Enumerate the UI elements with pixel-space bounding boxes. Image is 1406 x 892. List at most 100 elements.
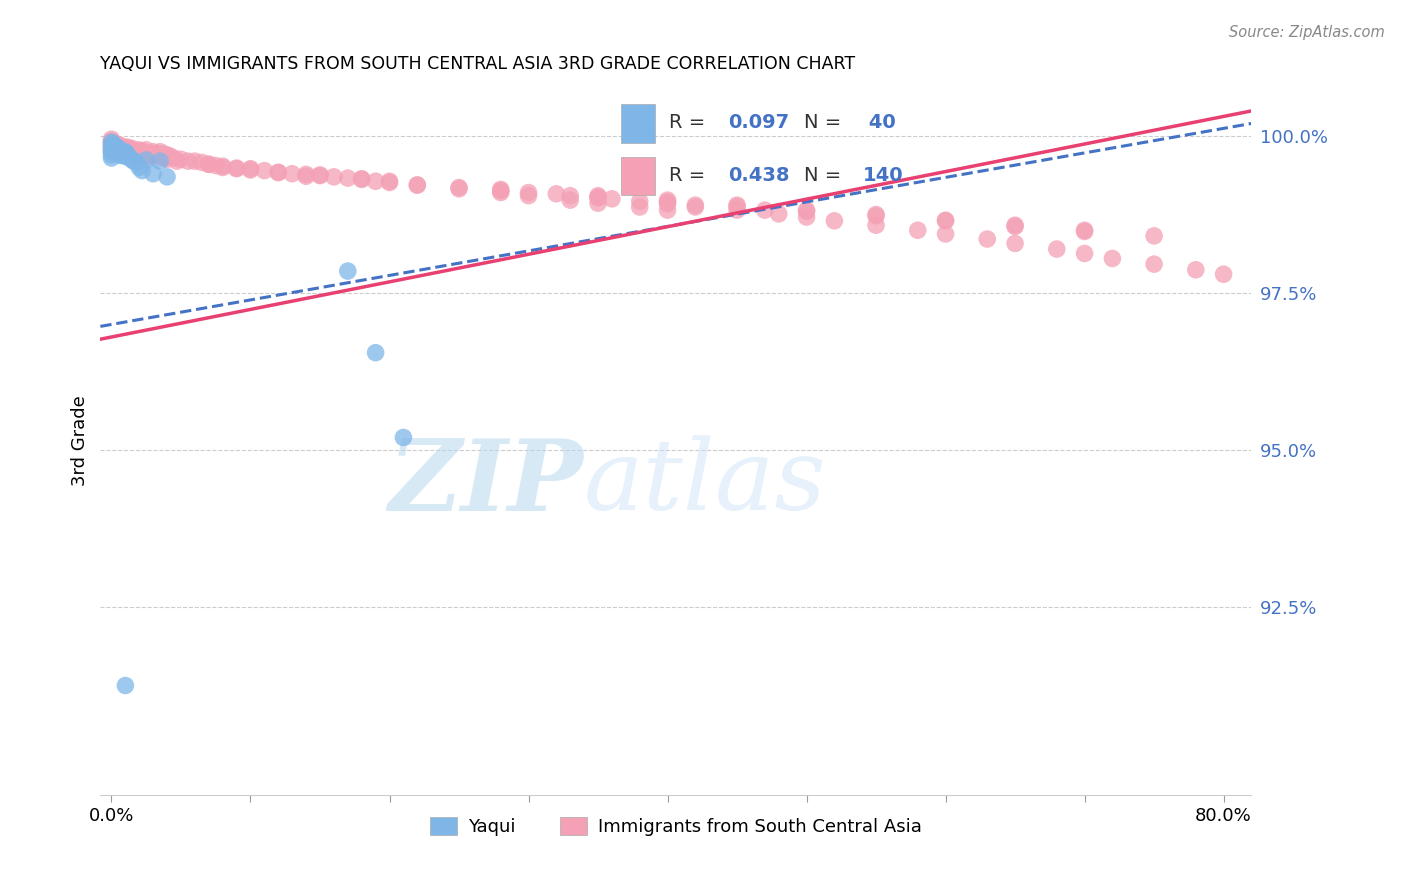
- Point: [350, 172, 373, 186]
- Point: [1004, 236, 1026, 251]
- Point: [114, 145, 136, 159]
- Y-axis label: 3rd Grade: 3rd Grade: [72, 395, 89, 486]
- Point: [1073, 223, 1095, 237]
- Point: [105, 139, 128, 153]
- Point: [107, 142, 129, 156]
- Point: [406, 178, 429, 192]
- Point: [586, 188, 609, 202]
- Point: [100, 151, 122, 165]
- Point: [197, 157, 219, 171]
- Point: [406, 178, 429, 192]
- Point: [152, 146, 174, 161]
- Point: [132, 148, 155, 162]
- Point: [118, 151, 141, 165]
- Point: [127, 148, 149, 162]
- Point: [796, 204, 818, 219]
- Point: [586, 191, 609, 205]
- Point: [100, 136, 122, 150]
- Point: [103, 138, 125, 153]
- Point: [267, 165, 290, 179]
- Point: [447, 182, 470, 196]
- Point: [1073, 225, 1095, 239]
- Point: [628, 200, 651, 214]
- Point: [378, 176, 401, 190]
- Point: [392, 430, 415, 444]
- Point: [159, 149, 181, 163]
- Point: [685, 198, 707, 212]
- Point: [135, 146, 157, 161]
- Point: [120, 145, 142, 159]
- Point: [103, 136, 125, 151]
- Point: [122, 144, 145, 158]
- Point: [517, 188, 540, 202]
- Point: [517, 186, 540, 200]
- Point: [100, 134, 122, 148]
- Point: [239, 161, 262, 176]
- Point: [657, 194, 679, 209]
- Point: [865, 208, 887, 222]
- Point: [725, 203, 748, 218]
- Point: [336, 264, 359, 278]
- Point: [295, 167, 318, 181]
- Point: [865, 218, 887, 232]
- Point: [125, 155, 148, 169]
- Point: [118, 143, 141, 157]
- Point: [489, 186, 512, 200]
- Point: [101, 140, 124, 154]
- Point: [1004, 219, 1026, 234]
- Point: [139, 149, 162, 163]
- Point: [100, 142, 122, 156]
- Point: [142, 145, 165, 159]
- Point: [184, 154, 207, 169]
- Point: [104, 142, 127, 156]
- Point: [100, 132, 122, 146]
- Point: [104, 137, 127, 152]
- Point: [197, 157, 219, 171]
- Point: [100, 145, 122, 159]
- Point: [796, 203, 818, 218]
- Point: [657, 193, 679, 207]
- Point: [796, 210, 818, 224]
- Point: [114, 679, 136, 693]
- Point: [267, 165, 290, 179]
- Point: [177, 154, 200, 169]
- Point: [124, 146, 146, 161]
- Point: [546, 186, 568, 201]
- Point: [105, 145, 128, 159]
- Point: [117, 149, 139, 163]
- Point: [378, 174, 401, 188]
- Point: [101, 136, 124, 151]
- Point: [1184, 262, 1206, 277]
- Point: [153, 151, 176, 165]
- Point: [364, 345, 387, 359]
- Point: [489, 184, 512, 198]
- Point: [768, 207, 790, 221]
- Point: [149, 154, 172, 169]
- Point: [142, 167, 165, 181]
- Point: [131, 163, 153, 178]
- Point: [107, 146, 129, 161]
- Point: [108, 143, 131, 157]
- Point: [322, 169, 344, 184]
- Point: [100, 138, 122, 153]
- Point: [128, 143, 150, 157]
- Point: [163, 151, 186, 165]
- Point: [725, 199, 748, 213]
- Point: [108, 140, 131, 154]
- Point: [935, 227, 957, 241]
- Point: [135, 153, 157, 167]
- Point: [600, 192, 623, 206]
- Point: [146, 149, 169, 163]
- Point: [121, 153, 143, 167]
- Point: [309, 168, 332, 182]
- Point: [336, 171, 359, 186]
- Point: [103, 140, 125, 154]
- Point: [131, 144, 153, 158]
- Point: [976, 232, 998, 246]
- Point: [156, 153, 179, 167]
- Point: [111, 145, 134, 159]
- Point: [1046, 242, 1069, 256]
- Point: [725, 198, 748, 212]
- Point: [107, 142, 129, 156]
- Point: [1073, 246, 1095, 260]
